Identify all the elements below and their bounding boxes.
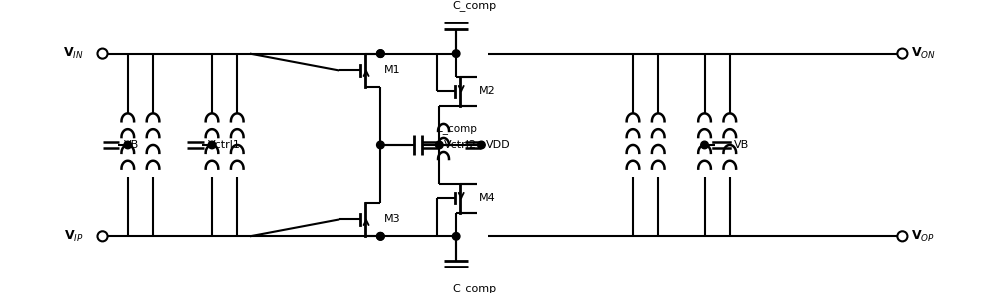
- Text: V$_{ON}$: V$_{ON}$: [911, 46, 936, 61]
- Text: Vctrl2: Vctrl2: [444, 140, 477, 150]
- Circle shape: [208, 141, 216, 149]
- Circle shape: [377, 50, 384, 57]
- Text: V$_{IP}$: V$_{IP}$: [64, 229, 84, 244]
- Text: M4: M4: [479, 193, 496, 203]
- Circle shape: [452, 50, 460, 57]
- Circle shape: [377, 233, 384, 240]
- Circle shape: [377, 141, 384, 149]
- Text: C_comp: C_comp: [452, 283, 496, 293]
- Text: M3: M3: [384, 214, 400, 224]
- Circle shape: [124, 141, 132, 149]
- Text: C_comp: C_comp: [452, 0, 496, 11]
- Circle shape: [452, 233, 460, 240]
- Text: L_comp: L_comp: [437, 123, 477, 134]
- Circle shape: [436, 141, 443, 149]
- Circle shape: [377, 50, 384, 57]
- Text: M2: M2: [479, 86, 496, 96]
- Circle shape: [478, 141, 485, 149]
- Circle shape: [701, 141, 708, 149]
- Text: M1: M1: [384, 65, 400, 75]
- Text: V$_{OP}$: V$_{OP}$: [911, 229, 935, 244]
- Text: Vctrl1: Vctrl1: [208, 140, 241, 150]
- Circle shape: [377, 233, 384, 240]
- Text: V$_{IN}$: V$_{IN}$: [63, 46, 84, 61]
- Text: VB: VB: [734, 140, 749, 150]
- Text: VDD: VDD: [486, 140, 510, 150]
- Text: VB: VB: [124, 140, 139, 150]
